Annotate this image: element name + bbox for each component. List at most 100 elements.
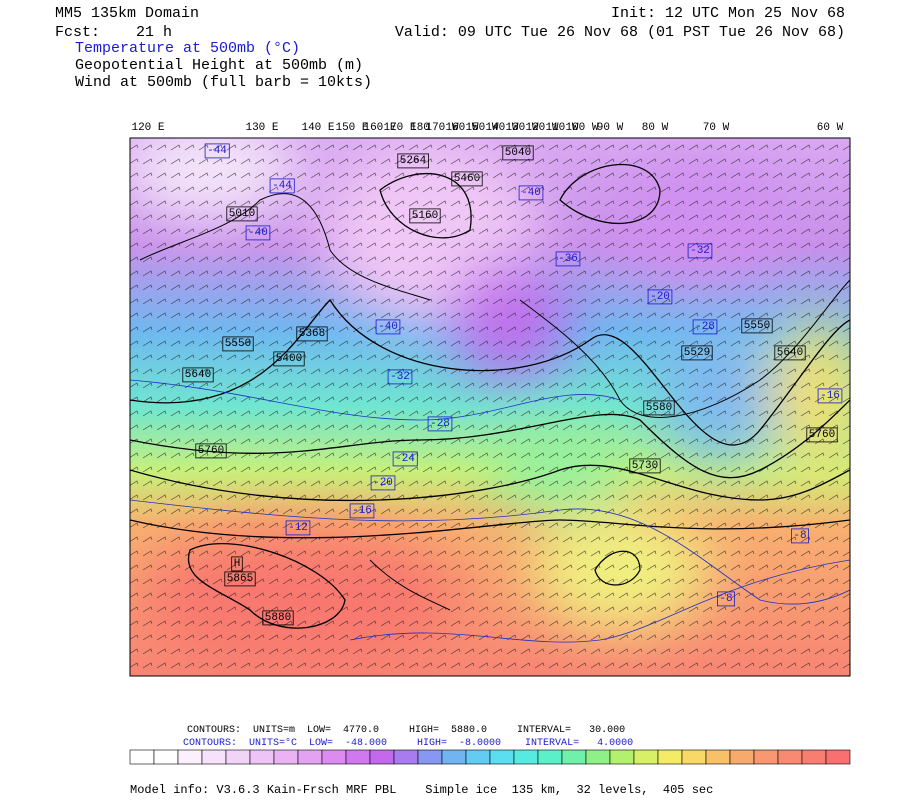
temperature-label: -20 <box>650 291 670 303</box>
color-swatch <box>513 749 539 765</box>
temperature-label-box <box>349 503 375 519</box>
longitude-label: 130 W <box>505 122 538 134</box>
temperature-label-box <box>716 591 736 607</box>
forecast-hour: Fcst: 21 h <box>55 24 172 41</box>
temperature-contour-info: CONTOURS: UNITS=°C LOW= -48.000 HIGH= -8… <box>183 737 633 749</box>
temperature-label: -12 <box>288 522 308 534</box>
temperature-label-box <box>204 143 230 159</box>
temperature-label: -8 <box>793 530 806 542</box>
height-label-box <box>226 206 258 222</box>
longitude-label: 170 W <box>425 122 458 134</box>
temperature-label: -40 <box>521 187 541 199</box>
color-bar <box>129 749 851 765</box>
height-label: 5460 <box>454 173 480 185</box>
color-swatch <box>249 749 275 765</box>
color-swatch <box>753 749 779 765</box>
longitude-label: 140 W <box>485 122 518 134</box>
field-name: Wind at 500mb (full barb = 10kts) <box>75 74 372 91</box>
color-swatch <box>489 749 515 765</box>
height-label: H <box>234 558 241 570</box>
height-label-box <box>643 400 675 416</box>
color-swatch <box>201 749 227 765</box>
longitude-label: 60 W <box>817 122 844 134</box>
height-label-box <box>224 571 256 587</box>
height-label: 5160 <box>412 210 438 222</box>
color-swatch <box>657 749 683 765</box>
height-label: 5400 <box>276 353 302 365</box>
temperature-label-box <box>692 319 718 335</box>
temperature-label-box <box>555 251 581 267</box>
longitude-label: 130 E <box>245 122 278 134</box>
height-label: 5865 <box>227 573 253 585</box>
temperature-label: -20 <box>373 477 393 489</box>
temperature-label: -36 <box>558 253 578 265</box>
color-swatch <box>297 749 323 765</box>
longitude-label: 100 W <box>565 122 598 134</box>
longitude-label: 160 W <box>445 122 478 134</box>
height-label: 5550 <box>225 338 251 350</box>
height-label: 5550 <box>744 320 770 332</box>
color-swatch <box>729 749 755 765</box>
temperature-label-box <box>790 528 810 544</box>
longitude-label: 80 W <box>642 122 669 134</box>
color-swatch <box>129 749 155 765</box>
longitude-label: 170 E <box>383 122 416 134</box>
height-label-box <box>681 345 713 361</box>
color-swatch <box>705 749 731 765</box>
temperature-label: -16 <box>352 505 372 517</box>
color-swatch <box>633 749 659 765</box>
height-label: 5760 <box>809 429 835 441</box>
height-label: 5010 <box>229 208 255 220</box>
height-label-box <box>231 556 243 572</box>
temperature-label-box <box>392 451 418 467</box>
color-swatch <box>441 749 467 765</box>
model-domain: MM5 135km Domain <box>55 5 199 22</box>
height-label: 5368 <box>299 328 325 340</box>
height-label: 5580 <box>646 402 672 414</box>
color-swatch <box>153 749 179 765</box>
temperature-label-box <box>817 388 843 404</box>
height-label: 5880 <box>265 612 291 624</box>
color-swatch <box>273 749 299 765</box>
height-label: 5040 <box>505 147 531 159</box>
color-swatch <box>801 749 827 765</box>
map-frame <box>129 137 851 677</box>
color-swatch <box>225 749 251 765</box>
height-label-box <box>629 458 661 474</box>
longitude-label: 180 <box>410 122 430 134</box>
height-label-box <box>397 153 430 169</box>
height-label-box <box>741 318 773 334</box>
init-time: Init: 12 UTC Mon 25 Nov 68 <box>611 5 845 22</box>
color-swatch <box>681 749 707 765</box>
height-label-box <box>296 326 328 342</box>
longitude-label: 160 E <box>363 122 396 134</box>
color-swatch <box>321 749 347 765</box>
longitude-label: 120 W <box>525 122 558 134</box>
height-label-box <box>409 208 441 224</box>
color-swatch <box>369 749 395 765</box>
map-area <box>130 138 850 676</box>
color-swatch <box>417 749 443 765</box>
temperature-label-box <box>285 520 311 536</box>
longitude-label: 150 W <box>465 122 498 134</box>
temperature-label-box <box>518 185 544 201</box>
height-label-box <box>451 171 483 187</box>
longitude-label: 140 E <box>301 122 334 134</box>
longitude-label: 90 W <box>597 122 624 134</box>
color-swatch <box>393 749 419 765</box>
height-label-box <box>222 336 254 352</box>
temperature-label: -40 <box>378 321 398 333</box>
color-swatch <box>561 749 587 765</box>
temperature-label: -16 <box>820 390 840 402</box>
temperature-label: -28 <box>430 418 450 430</box>
color-swatch <box>609 749 635 765</box>
height-label-box <box>273 351 305 367</box>
color-swatch <box>777 749 803 765</box>
color-swatch <box>537 749 563 765</box>
field-name: Temperature at 500mb (°C) <box>75 40 300 57</box>
height-label: 5264 <box>400 155 427 167</box>
longitude-label: 70 W <box>703 122 730 134</box>
temperature-label-box <box>375 319 401 335</box>
